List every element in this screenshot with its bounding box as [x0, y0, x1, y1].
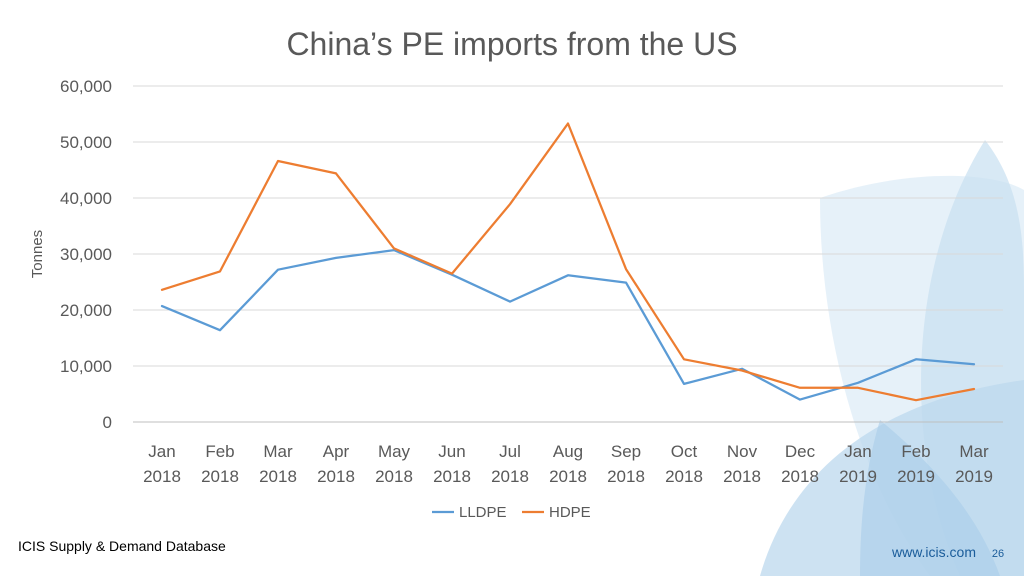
x-tick-year: 2018: [607, 467, 645, 486]
page-number: 26: [992, 548, 1004, 560]
y-tick-label: 10,000: [60, 357, 112, 376]
x-tick-label: Dec 2018: [781, 442, 819, 486]
source-label: ICIS Supply & Demand Database: [18, 538, 226, 554]
x-tick-month: Jun: [438, 442, 465, 461]
x-tick-label: Nov 2018: [723, 442, 761, 486]
x-tick-month: Feb: [901, 442, 930, 461]
decorative-background: [760, 140, 1024, 576]
x-tick-year: 2018: [317, 467, 355, 486]
x-tick-label: Jan 2018: [143, 442, 181, 486]
legend-item-hdpe: HDPE: [522, 504, 591, 521]
y-tick-label: 60,000: [60, 77, 112, 96]
x-tick-label: Aug 2018: [549, 442, 587, 486]
x-axis-ticks: Jan 2018 Feb 2018 Mar 2018 Apr 2018 May 2018 Jun 20…: [143, 442, 993, 486]
legend-label: LLDPE: [459, 504, 507, 521]
x-tick-label: Feb 2018: [201, 442, 239, 486]
x-tick-month: Oct: [671, 442, 698, 461]
x-tick-label: Apr 2018: [317, 442, 355, 486]
x-tick-month: Jul: [499, 442, 521, 461]
y-tick-label: 20,000: [60, 301, 112, 320]
x-tick-label: Sep 2018: [607, 442, 645, 486]
legend-label: HDPE: [549, 504, 591, 521]
x-tick-year: 2018: [549, 467, 587, 486]
x-tick-year: 2018: [201, 467, 239, 486]
y-tick-label: 50,000: [60, 133, 112, 152]
x-tick-year: 2018: [665, 467, 703, 486]
y-axis-label: Tonnes: [29, 230, 46, 278]
x-tick-year: 2018: [375, 467, 413, 486]
x-tick-year: 2018: [491, 467, 529, 486]
y-tick-label: 30,000: [60, 245, 112, 264]
x-tick-month: Dec: [785, 442, 816, 461]
x-tick-month: Mar: [263, 442, 293, 461]
x-tick-month: Nov: [727, 442, 758, 461]
x-tick-year: 2018: [433, 467, 471, 486]
chart-title: China’s PE imports from the US: [286, 26, 737, 62]
legend: LLDPE HDPE: [432, 504, 591, 521]
y-tick-label: 40,000: [60, 189, 112, 208]
x-tick-month: May: [378, 442, 411, 461]
legend-item-lldpe: LLDPE: [432, 504, 507, 521]
x-tick-label: May 2018: [375, 442, 413, 486]
x-tick-year: 2019: [839, 467, 877, 486]
x-tick-year: 2019: [897, 467, 935, 486]
gridlines: [133, 85, 1003, 423]
x-tick-label: Jul 2018: [491, 442, 529, 486]
x-tick-label: Mar 2019: [955, 442, 993, 486]
x-tick-month: Mar: [959, 442, 989, 461]
x-tick-year: 2018: [781, 467, 819, 486]
x-tick-month: Jan: [844, 442, 871, 461]
x-tick-label: Jun 2018: [433, 442, 471, 486]
x-tick-label: Oct 2018: [665, 442, 703, 486]
x-tick-month: Jan: [148, 442, 175, 461]
x-tick-year: 2019: [955, 467, 993, 486]
x-tick-month: Sep: [611, 442, 641, 461]
y-axis-ticks: 0 10,000 20,000 30,000 40,000 50,000 60,000: [60, 77, 112, 432]
decorative-petal: [860, 420, 1000, 576]
x-tick-label: Jan 2019: [839, 442, 877, 486]
series-lines: [160, 122, 976, 402]
x-tick-label: Mar 2018: [259, 442, 297, 486]
website-link[interactable]: www.icis.com: [891, 544, 976, 560]
series-line-hdpe: [160, 122, 976, 402]
x-tick-month: Apr: [323, 442, 350, 461]
chart-area: 0 10,000 20,000 30,000 40,000 50,000 60,000 Ja…: [60, 77, 1003, 486]
x-tick-year: 2018: [723, 467, 761, 486]
x-tick-year: 2018: [143, 467, 181, 486]
y-tick-label: 0: [103, 413, 112, 432]
x-tick-month: Aug: [553, 442, 583, 461]
x-tick-year: 2018: [259, 467, 297, 486]
x-tick-month: Feb: [205, 442, 234, 461]
x-tick-label: Feb 2019: [897, 442, 935, 486]
